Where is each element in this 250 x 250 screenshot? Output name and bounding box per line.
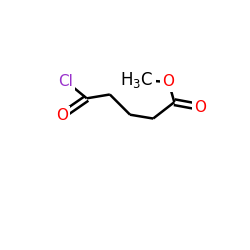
Text: O: O xyxy=(194,100,206,114)
Text: Cl: Cl xyxy=(58,74,73,88)
Text: O: O xyxy=(56,108,68,123)
Text: $\mathregular{H_3C}$: $\mathregular{H_3C}$ xyxy=(120,70,154,90)
Text: O: O xyxy=(162,74,174,90)
